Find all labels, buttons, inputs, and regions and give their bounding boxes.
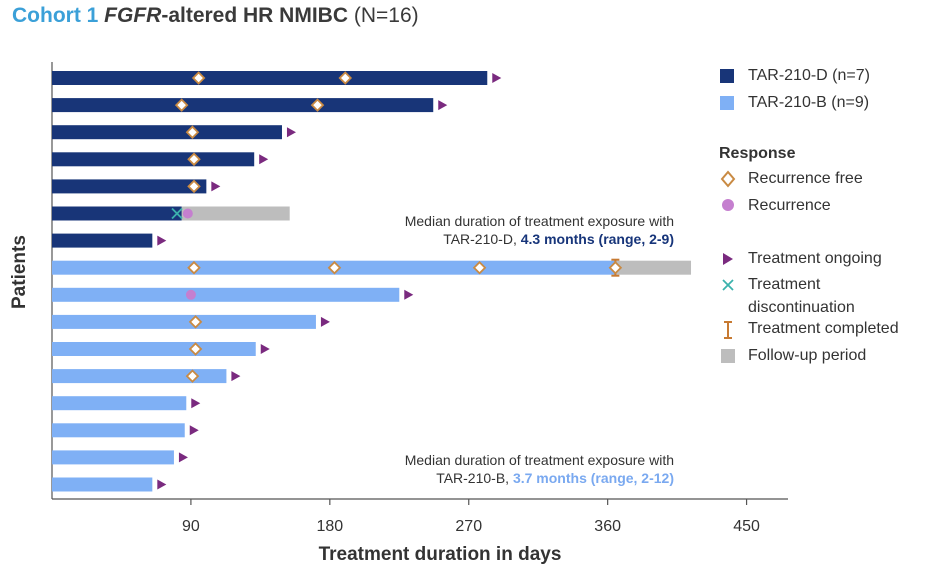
annotation-b-line1: Median duration of treatment exposure wi… (404, 452, 674, 468)
treatment-ongoing-arrow (189, 425, 199, 436)
recurrence-free-marker (191, 71, 206, 85)
treatment-ongoing-arrow (320, 316, 330, 327)
x-tick-label: 360 (594, 518, 621, 535)
tar210b-treatment-bar (52, 314, 316, 329)
legend-label-recurrence: Recurrence (748, 197, 831, 214)
recurrence-free-marker (472, 260, 487, 275)
tar210d-treatment-bar (52, 152, 255, 167)
title-count: (N=16) (353, 4, 419, 27)
tar210b-treatment-bar (52, 287, 400, 302)
recurrence-free-marker (187, 179, 201, 194)
recurrence-free-icon (720, 170, 736, 188)
chart-title: Cohort 1 FGFR-altered HR NMIBC (N=16) (12, 4, 419, 28)
recurrence-free-marker (185, 369, 200, 383)
recurrence-free-marker (187, 260, 201, 275)
x-tick-label: 450 (733, 518, 760, 535)
treatment-ongoing-arrow (259, 154, 269, 165)
legend-label-recurrence-free: Recurrence free (748, 170, 863, 187)
recurrence-free-marker (188, 315, 203, 329)
treatment-ongoing-arrow (286, 127, 296, 138)
follow-up-bar (181, 206, 290, 221)
treatment-ongoing-arrow (260, 344, 270, 354)
tar210d-treatment-bar (52, 179, 207, 194)
legend-label-discontinuation-1: Treatment (748, 276, 821, 293)
legend-swatch-tar210b (720, 96, 734, 110)
treatment-ongoing-arrow (157, 235, 167, 246)
recurrence-free-marker (174, 98, 189, 112)
treatment-ongoing-arrow (157, 479, 167, 490)
y-axis-label: Patients (9, 235, 30, 309)
treatment-ongoing-icon (723, 253, 733, 265)
tar210b-treatment-bar (52, 423, 185, 438)
annotation-d-line1: Median duration of treatment exposure wi… (404, 213, 674, 229)
legend-label-tar210d: TAR-210-D (n=7) (748, 67, 870, 84)
tar210d-treatment-bar (52, 98, 434, 113)
recurrence-free-marker (310, 98, 325, 112)
x-tick-label: 90 (182, 518, 200, 535)
treatment-discontinuation-icon (722, 279, 734, 291)
legend-label-tar210b: TAR-210-B (n=9) (748, 94, 870, 111)
x-tick-label: 180 (316, 518, 343, 535)
recurrence-free-marker (188, 342, 203, 356)
follow-up-bar (615, 260, 692, 275)
recurrence-marker (185, 289, 196, 300)
treatment-ongoing-arrow (438, 100, 448, 111)
tar210b-treatment-bar (52, 369, 227, 384)
legend-label-ongoing: Treatment ongoing (748, 250, 882, 267)
title-gene: FGFR (104, 4, 162, 27)
tar210b-treatment-bar (52, 477, 153, 492)
recurrence-icon (722, 199, 734, 211)
tar210d-treatment-bar (52, 71, 488, 85)
treatment-discontinuation-marker-stroke (171, 207, 183, 220)
legend-symbols (720, 170, 736, 363)
treatment-ongoing-arrow (492, 73, 502, 83)
treatment-completed-icon (724, 321, 732, 339)
tar210b-treatment-bar (52, 450, 174, 465)
treatment-ongoing-arrow (231, 371, 241, 382)
tar210b-treatment-bar (52, 396, 187, 411)
treatment-ongoing-arrow (191, 398, 201, 409)
recurrence-free-marker (187, 152, 201, 167)
annotation-d-prefix: TAR-210-D, (443, 231, 521, 247)
legend-swatch-tar210d (720, 69, 734, 83)
recurrence-free-marker (338, 71, 353, 85)
annotation-d-median: 4.3 months (range, 2-9) (520, 231, 674, 247)
legend-label-followup: Follow-up period (748, 347, 867, 364)
treatment-ongoing-arrow (211, 181, 221, 192)
legend-label-discontinuation-2: discontinuation (748, 299, 855, 316)
tar210d-treatment-bar (52, 233, 153, 248)
legend-response-header: Response (719, 145, 796, 162)
x-tick-label: 270 (455, 518, 482, 535)
annotation-tar210b: Median duration of treatment exposure wi… (405, 451, 674, 487)
tar210b-treatment-bar (52, 342, 256, 356)
annotation-b-prefix: TAR-210-B, (436, 470, 513, 486)
follow-up-period-icon (721, 349, 735, 363)
tar210d-treatment-bar (52, 206, 182, 221)
recurrence-marker (182, 208, 193, 219)
treatment-ongoing-arrow (404, 289, 414, 300)
title-cohort: Cohort 1 (12, 4, 99, 27)
recurrence-free-marker (608, 260, 623, 275)
recurrence-free-marker (327, 260, 342, 275)
title-desc: -altered HR NMIBC (161, 4, 349, 27)
recurrence-free-marker (185, 125, 200, 139)
annotation-b-median: 3.7 months (range, 2-12) (512, 470, 674, 486)
treatment-ongoing-arrow (178, 452, 188, 463)
tar210d-treatment-bar (52, 125, 282, 140)
x-axis-label: Treatment duration in days (318, 544, 562, 565)
annotation-tar210d: Median duration of treatment exposure wi… (405, 212, 674, 248)
legend-label-completed: Treatment completed (748, 320, 899, 337)
